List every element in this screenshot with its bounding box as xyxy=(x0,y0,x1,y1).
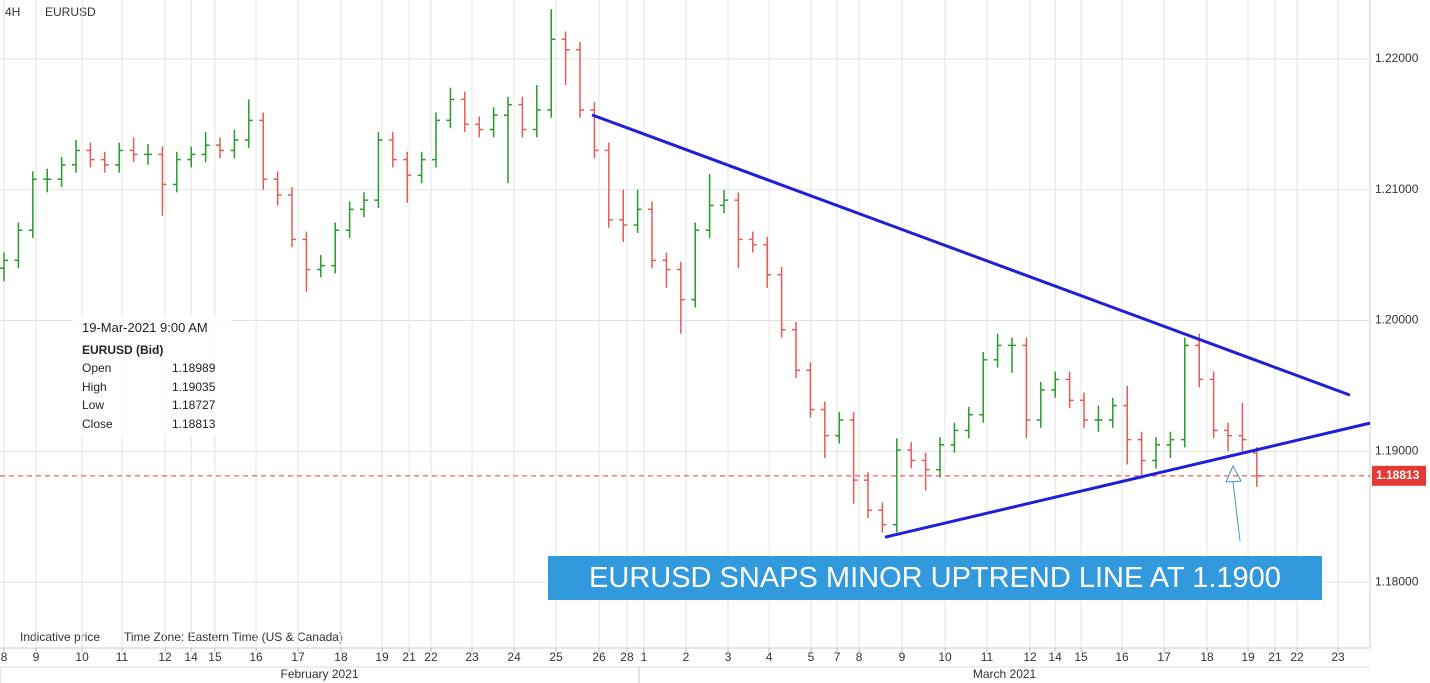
x-tick-label: 17 xyxy=(1157,650,1171,664)
footer-timezone: Time Zone: Eastern Time (US & Canada) xyxy=(124,630,343,644)
x-tick-label: 10 xyxy=(75,650,89,664)
x-tick-label: 11 xyxy=(116,650,129,664)
trendline xyxy=(884,421,1371,539)
symbol: EURUSD xyxy=(45,5,96,19)
x-tick-label: 2 xyxy=(683,650,690,664)
y-tick-label: 1.18000 xyxy=(1375,574,1419,588)
x-tick-label: 9 xyxy=(33,650,40,664)
info-row: Low 1.18727 xyxy=(72,396,232,415)
x-tick-label: 22 xyxy=(1290,650,1304,664)
info-label: Open xyxy=(82,361,112,376)
interval: 4H xyxy=(5,5,20,19)
last-price-label: 1.18813 xyxy=(1376,468,1420,482)
info-value: 1.18989 xyxy=(172,361,216,376)
x-tick-label: 8 xyxy=(856,650,863,664)
x-tick-label: 1 xyxy=(641,650,648,664)
x-tick-label: 11 xyxy=(981,650,994,664)
month-label: February 2021 xyxy=(281,667,359,681)
x-tick-label: 7 xyxy=(834,650,841,664)
info-row: Open 1.18989 xyxy=(72,359,232,378)
x-tick-label: 18 xyxy=(1200,650,1214,664)
footer-note: Indicative price xyxy=(20,630,100,644)
info-label: Low xyxy=(82,398,105,413)
x-tick-label: 17 xyxy=(291,650,305,664)
x-tick-label: 14 xyxy=(184,650,198,664)
x-tick-label: 26 xyxy=(592,650,606,664)
x-tick-label: 10 xyxy=(938,650,952,664)
y-tick-label: 1.19000 xyxy=(1375,444,1419,458)
info-value: 1.19035 xyxy=(172,379,216,394)
x-tick-label: 9 xyxy=(899,650,906,664)
x-tick-label: 15 xyxy=(1074,650,1088,664)
info-datetime: 19-Mar-2021 9:00 AM xyxy=(82,319,208,335)
info-value: 1.18813 xyxy=(172,416,216,431)
x-tick-label: 12 xyxy=(1023,650,1037,664)
x-tick-label: 22 xyxy=(424,650,438,664)
y-tick-label: 1.21000 xyxy=(1375,182,1419,196)
arrow xyxy=(1225,464,1242,542)
x-tick-label: 21 xyxy=(1268,650,1282,664)
x-tick-label: 23 xyxy=(1331,650,1345,664)
x-tick-label: 16 xyxy=(249,650,263,664)
x-tick-label: 12 xyxy=(158,650,172,664)
x-tick-label: 24 xyxy=(507,650,521,664)
annotation-banner: EURUSD SNAPS MINOR UPTREND LINE AT 1.190… xyxy=(548,556,1322,600)
x-tick-label: 3 xyxy=(725,650,732,664)
month-label: March 2021 xyxy=(973,667,1037,681)
info-box: 19-Mar-2021 9:00 AM EURUSD (Bid) Open 1.1… xyxy=(72,316,232,435)
info-label: High xyxy=(82,379,107,394)
info-heading: EURUSD (Bid) xyxy=(82,342,164,357)
y-tick-label: 1.20000 xyxy=(1375,313,1419,327)
info-label: Close xyxy=(82,416,113,431)
x-tick-label: 5 xyxy=(808,650,815,664)
x-tick-label: 14 xyxy=(1048,650,1062,664)
info-row: Close 1.18813 xyxy=(72,415,232,434)
x-tick-label: 19 xyxy=(1241,650,1255,664)
x-tick-label: 21 xyxy=(402,650,416,664)
x-tick-label: 8 xyxy=(1,650,8,664)
info-row: High 1.19035 xyxy=(72,378,232,397)
x-tick-label: 19 xyxy=(375,650,389,664)
x-tick-label: 18 xyxy=(334,650,348,664)
x-tick-label: 28 xyxy=(620,650,634,664)
x-tick-label: 23 xyxy=(465,650,479,664)
x-tick-label: 15 xyxy=(208,650,222,664)
x-tick-label: 16 xyxy=(1115,650,1129,664)
info-value: 1.18727 xyxy=(172,398,216,413)
y-tick-label: 1.22000 xyxy=(1375,51,1419,65)
last-price-box xyxy=(1372,465,1426,486)
x-tick-label: 4 xyxy=(766,650,773,664)
trendline xyxy=(591,113,1351,397)
x-tick-label: 25 xyxy=(549,650,563,664)
